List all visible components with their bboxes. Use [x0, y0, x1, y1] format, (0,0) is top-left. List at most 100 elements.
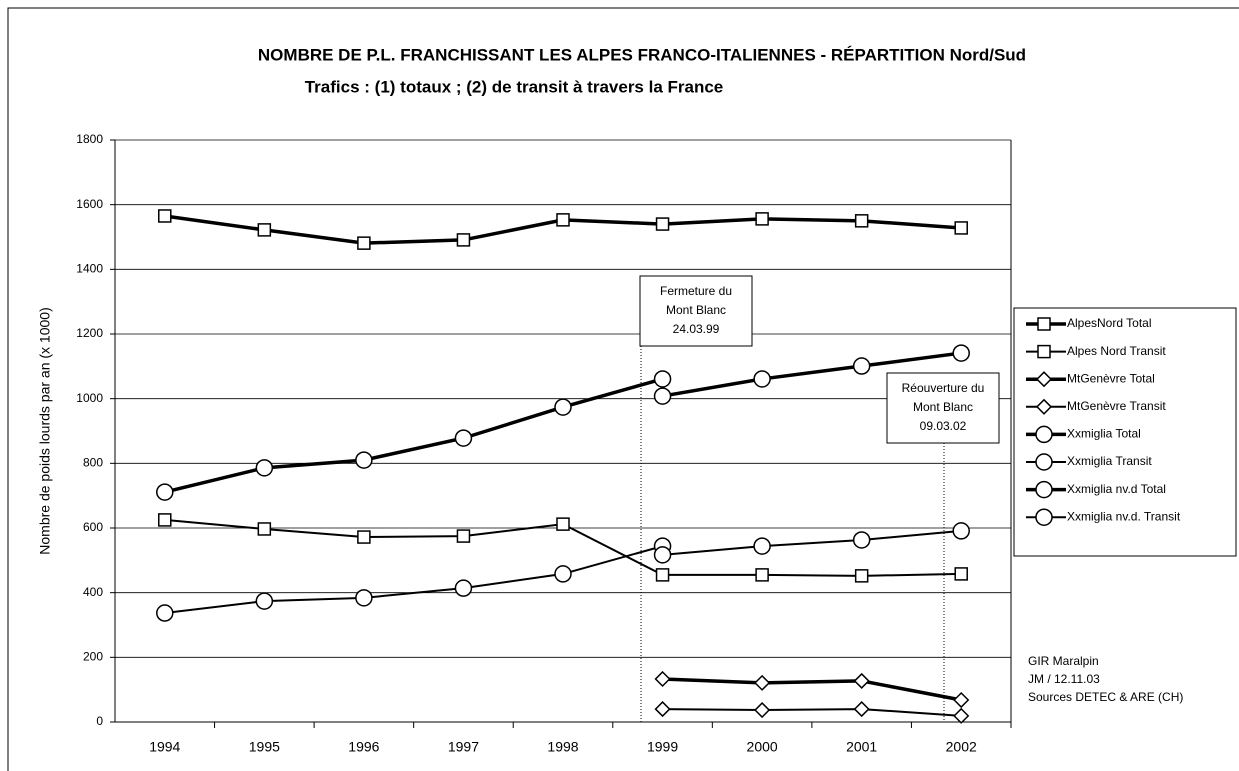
legend-label: Xxmiglia nv.d Total [1067, 482, 1166, 496]
data-point [156, 483, 174, 501]
data-point [854, 569, 869, 583]
data-point [853, 672, 870, 689]
y-tick-label: 1800 [76, 132, 103, 146]
data-point [953, 691, 970, 709]
series-line [662, 677, 962, 702]
data-point [454, 579, 473, 597]
data-point [754, 701, 771, 719]
y-tick-label: 200 [83, 650, 103, 664]
annotation-text: Réouverture du [902, 381, 985, 395]
y-tick-label: 400 [83, 585, 103, 599]
y-axis-label: Nombre de poids lourds par an (x 1000) [37, 307, 53, 554]
series-line [662, 708, 962, 717]
data-point [654, 701, 671, 718]
legend-label: MtGenèvre Total [1067, 371, 1155, 385]
data-point [554, 398, 572, 416]
x-tick-label: 2001 [846, 739, 877, 755]
data-point [158, 513, 172, 527]
data-point [655, 217, 670, 231]
data-point [257, 522, 272, 536]
data-point [653, 370, 672, 388]
data-point [156, 604, 174, 622]
legend-marker [1037, 344, 1051, 359]
x-tick-label: 1999 [647, 739, 678, 755]
data-point [456, 233, 471, 247]
data-point [755, 568, 769, 582]
data-point [158, 209, 172, 223]
data-point [954, 221, 968, 235]
data-point [556, 213, 570, 227]
data-point [952, 344, 970, 362]
y-tick-label: 600 [83, 520, 103, 534]
x-tick-label: 1996 [348, 739, 379, 755]
legend-label: MtGenèvre Transit [1067, 399, 1166, 413]
data-point [753, 537, 771, 555]
legend-label: Alpes Nord Transit [1067, 344, 1166, 358]
data-point [454, 429, 473, 447]
data-point [954, 567, 968, 581]
data-point [755, 212, 769, 226]
y-tick-label: 1600 [76, 197, 103, 211]
series-line [662, 529, 962, 556]
source-note: JM / 12.11.03 [1028, 672, 1100, 686]
data-point [255, 592, 274, 610]
annotation-text: Fermeture du [660, 284, 732, 298]
annotation-text: 09.03.02 [920, 419, 967, 433]
y-tick-label: 1200 [76, 326, 103, 340]
annotation-text: 24.03.99 [673, 322, 720, 336]
series-line [662, 351, 962, 398]
data-point [653, 387, 672, 405]
data-point [257, 223, 272, 237]
y-tick-label: 1000 [76, 391, 103, 405]
legend-marker [1035, 480, 1053, 499]
data-point [355, 589, 373, 607]
data-point [754, 674, 771, 691]
data-point [655, 568, 670, 582]
chart-subtitle: Trafics : (1) totaux ; (2) de transit à … [305, 77, 724, 96]
x-tick-label: 1998 [547, 739, 578, 755]
data-point [654, 670, 671, 688]
series-line [164, 377, 664, 494]
chart-title: NOMBRE DE P.L. FRANCHISSANT LES ALPES FR… [258, 45, 1026, 64]
legend-label: AlpesNord Total [1067, 316, 1152, 330]
data-point [556, 517, 570, 531]
data-point [852, 357, 871, 375]
annotation-text: Mont Blanc [666, 303, 726, 317]
legend-marker [1037, 317, 1051, 331]
data-point [357, 236, 371, 250]
legend-marker [1035, 398, 1053, 415]
y-tick-label: 1400 [76, 262, 103, 276]
legend-label: Xxmiglia Transit [1067, 454, 1152, 468]
legend-marker [1035, 508, 1053, 526]
data-point [255, 459, 274, 477]
data-point [355, 451, 373, 469]
source-note: Sources DETEC & ARE (CH) [1028, 690, 1183, 704]
data-point [456, 529, 471, 543]
legend-marker [1035, 425, 1053, 444]
data-point [357, 530, 371, 544]
data-point [753, 370, 771, 388]
x-tick-label: 1995 [249, 739, 280, 755]
data-point [653, 546, 672, 564]
series-line [164, 545, 663, 615]
data-point [854, 214, 869, 228]
annotation-box [639, 275, 753, 347]
annotation-text: Mont Blanc [913, 400, 973, 414]
source-note: GIR Maralpin [1028, 654, 1099, 668]
y-tick-label: 0 [96, 714, 103, 728]
data-point [852, 531, 871, 549]
data-point [853, 701, 870, 718]
x-tick-label: 2002 [946, 739, 977, 755]
annotation-box [886, 372, 1000, 444]
data-point [953, 707, 970, 724]
data-point [554, 565, 572, 583]
x-tick-label: 2000 [747, 739, 778, 755]
legend-label: Xxmiglia Total [1067, 427, 1141, 441]
x-tick-label: 1994 [149, 739, 180, 755]
legend-marker [1035, 371, 1053, 388]
legend-marker [1035, 453, 1053, 471]
data-point [952, 522, 970, 540]
legend-label: Xxmiglia nv.d. Transit [1067, 509, 1181, 523]
y-tick-label: 800 [83, 456, 103, 470]
